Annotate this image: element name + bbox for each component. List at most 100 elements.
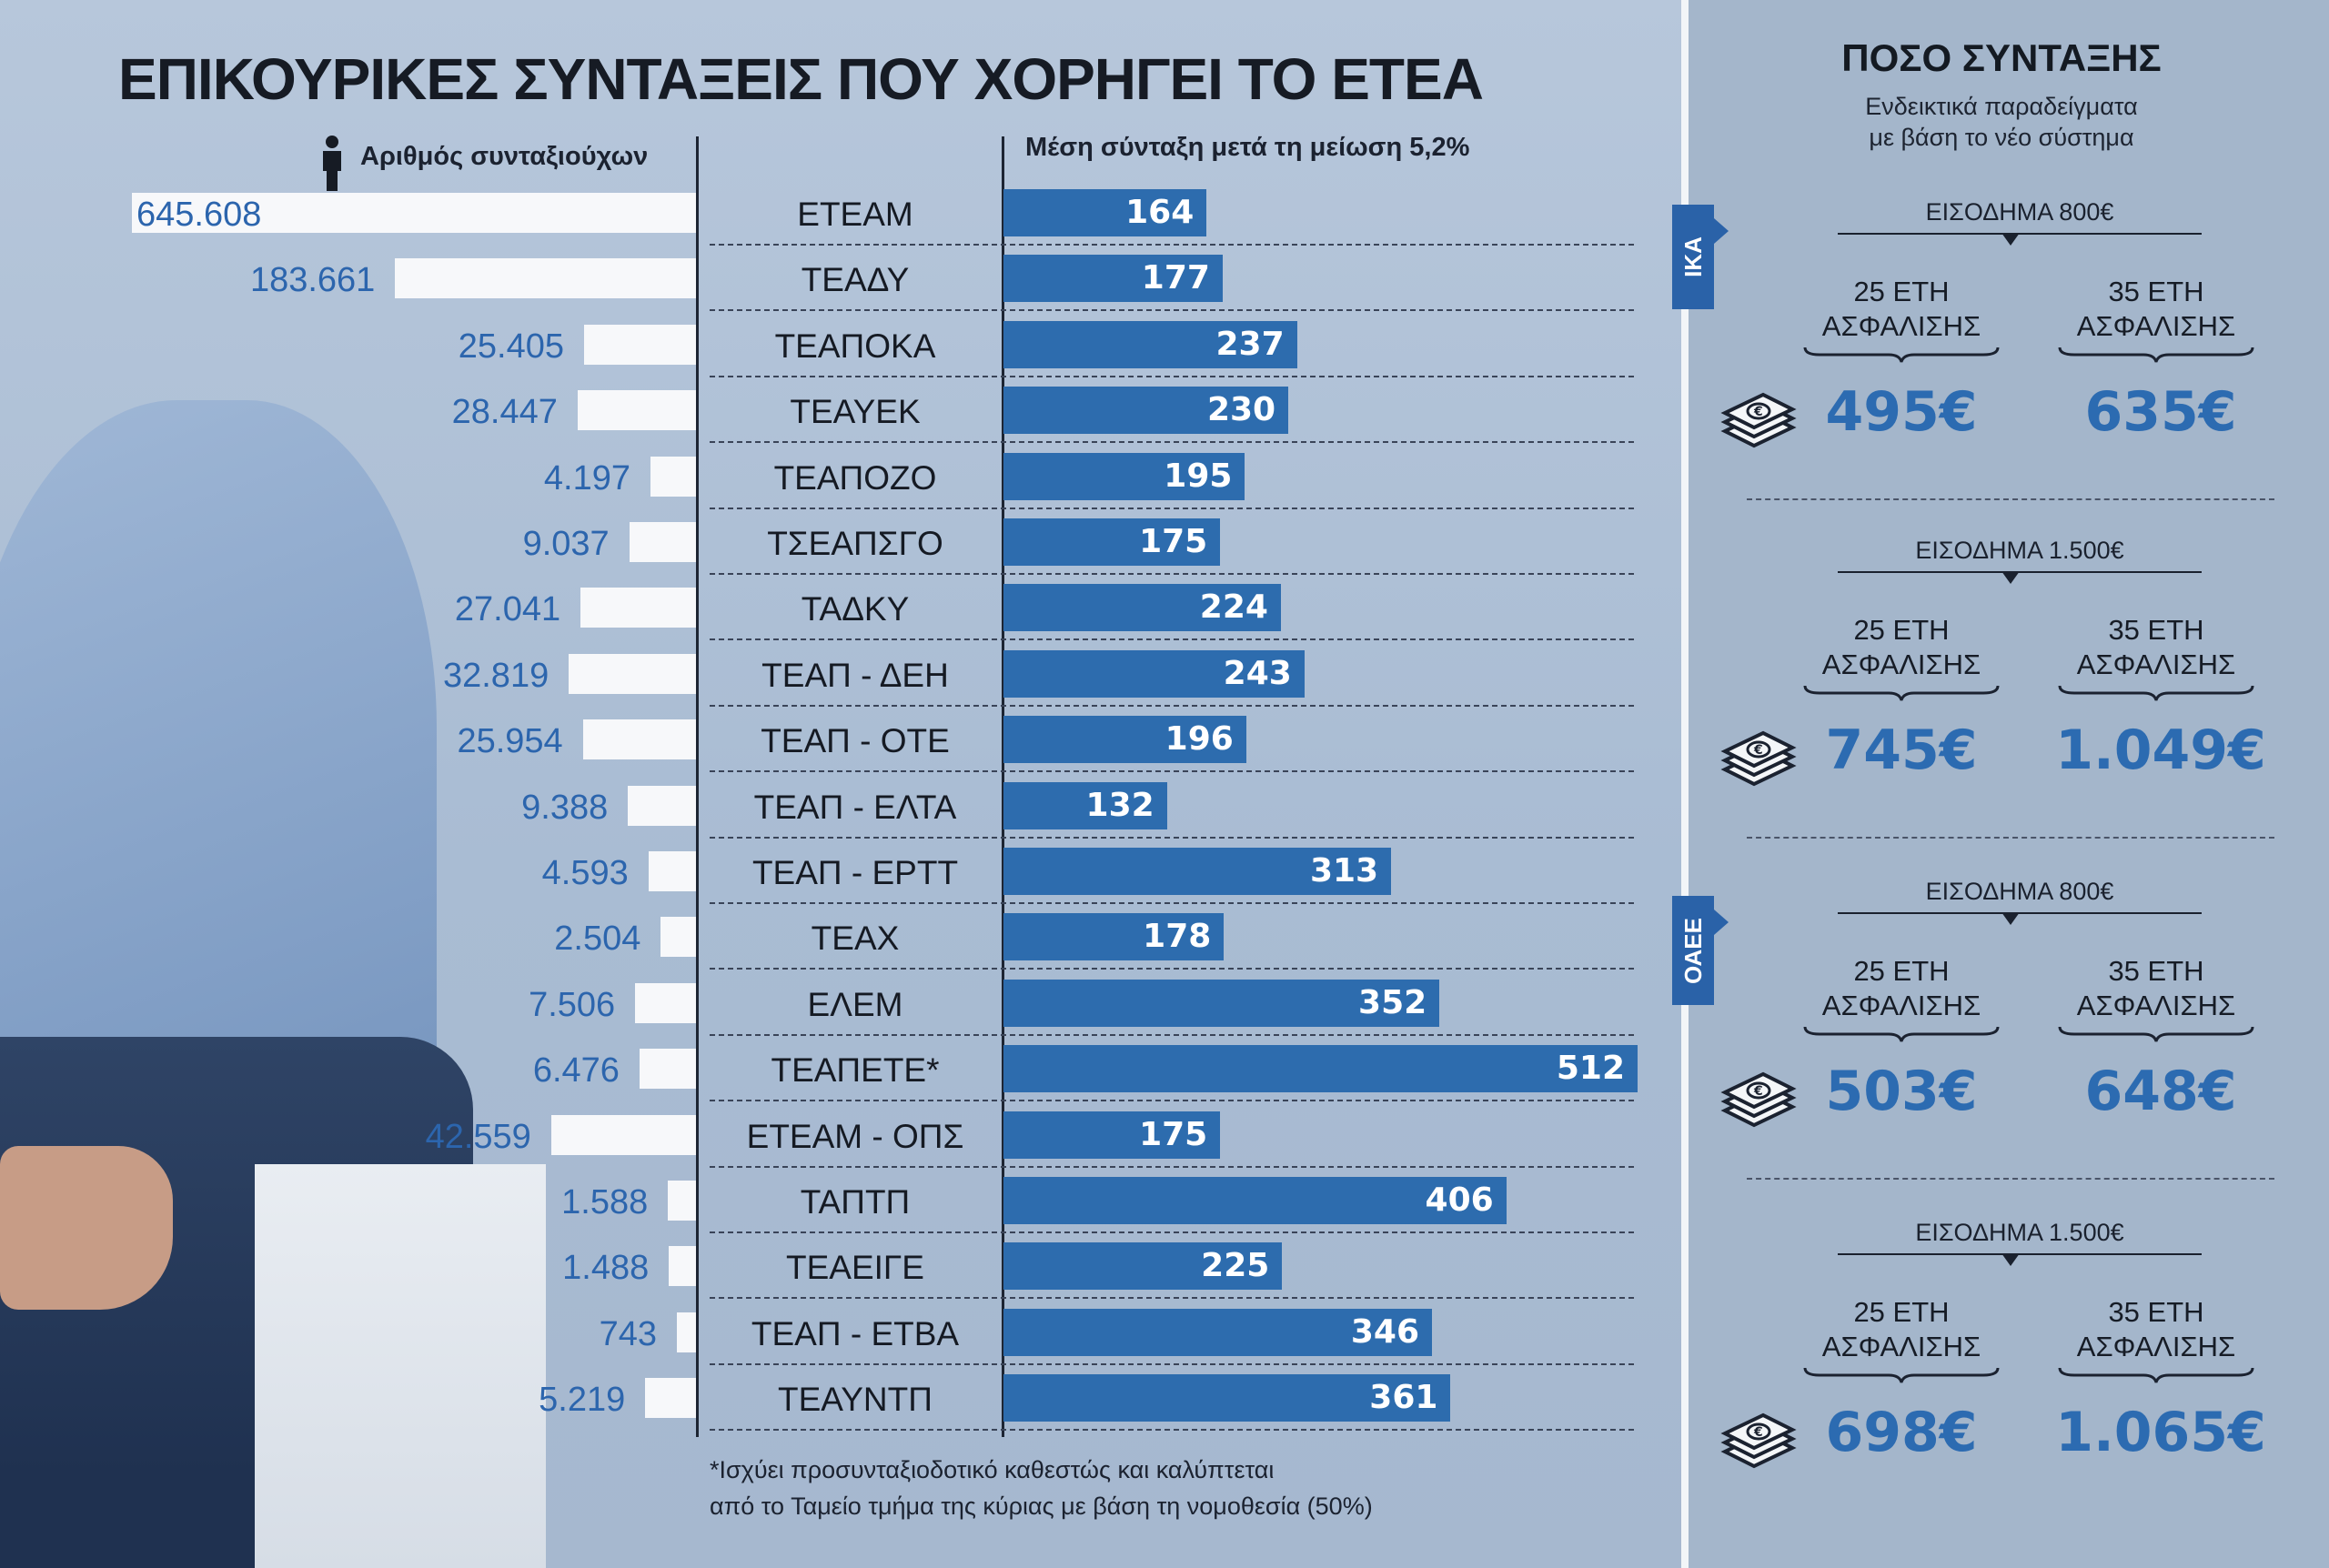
count-bar (577, 390, 696, 431)
left-brace (1801, 684, 2001, 702)
pension-bar: 512 (1003, 1045, 1638, 1093)
right-brace (2056, 346, 2256, 364)
row-separator (710, 1362, 1634, 1365)
row-separator (710, 770, 1634, 773)
count-label: 6.476 (532, 1051, 620, 1091)
pension-value-label: 164 (1125, 194, 1195, 231)
chart-row: 42.559 ΕΤΕΑΜ - ΟΠΣ 175 (0, 1104, 1638, 1170)
row-separator (710, 573, 1634, 575)
right-insurance: ΑΣΦΑΛΙΣΗΣ (2076, 310, 2236, 342)
money-stack-icon: € (1719, 719, 1798, 797)
fund-name: ΤΕΑΥΕΚ (790, 393, 921, 431)
right-insurance: ΑΣΦΑΛΙΣΗΣ (2076, 1331, 2236, 1362)
chart-row: 4.593 ΤΕΑΠ - ΕΡΤΤ 313 (0, 840, 1638, 906)
tab-ika-pointer (1714, 218, 1729, 244)
pension-value-label: 352 (1358, 983, 1427, 1021)
pension-cell: 346 (1003, 1302, 1640, 1367)
chart-row: 2.504 ΤΕΑΧ 178 (0, 906, 1638, 971)
count-bar (650, 456, 696, 497)
footnote-line-1: *Ισχύει προσυνταξιοδοτικό καθεστώς και κ… (710, 1456, 1275, 1483)
pension-value-label: 177 (1141, 259, 1210, 297)
headline: ΕΠΙΚΟΥΡΙΚΕΣ ΣΥΝΤΑΞΕΙΣ ΠΟΥ ΧΟΡΗΓΕΙ ΤΟ ΕΤΕ… (118, 46, 1484, 112)
fund-name: ΤΕΑΠ - ΟΤΕ (761, 722, 950, 760)
fund-name: ΤΕΑΠΕΤΕ* (771, 1051, 940, 1090)
fund-name: ΤΕΑΠ - ΔΕΗ (761, 656, 949, 694)
right-years: 35 ΕΤΗ (2108, 955, 2204, 987)
count-bar (569, 653, 696, 694)
svg-text:€: € (1753, 405, 1763, 419)
pension-value-label: 132 (1085, 786, 1154, 824)
right-insurance: ΑΣΦΑΛΙΣΗΣ (2076, 648, 2236, 680)
chart-row: 1.588 ΤΑΠΤΠ 406 (0, 1170, 1638, 1235)
left-years-label: 25 ΕΤΗ ΑΣΦΑΛΙΣΗΣ (1792, 1295, 2011, 1364)
pension-bar: 132 (1003, 781, 1167, 829)
chart-row: 7.506 ΕΛΕΜ 352 (0, 972, 1638, 1038)
pension-value-label: 175 (1139, 1115, 1208, 1153)
pension-bar: 175 (1003, 518, 1221, 566)
count-cell: 2.504 (0, 906, 696, 971)
count-cell: 25.405 (0, 314, 696, 379)
svg-text:€: € (1753, 1425, 1763, 1440)
count-label: 4.593 (541, 854, 629, 892)
side-panel-background (1685, 0, 2329, 1568)
right-divider (1002, 136, 1004, 1437)
fund-name: ΕΤΕΑΜ (797, 196, 913, 233)
pension-bar: 225 (1003, 1242, 1283, 1291)
count-label: 4.197 (543, 458, 631, 498)
chart-row: 5.219 ΤΕΑΥΝΤΠ 361 (0, 1367, 1638, 1432)
left-amount: 503€ (1825, 1060, 1978, 1123)
count-label: 183.661 (249, 261, 376, 300)
background-cushion (255, 1164, 546, 1568)
count-cell: 25.954 (0, 709, 696, 774)
income-pointer (2001, 571, 2020, 584)
pension-column-header: Μέση σύνταξη μετά τη μείωση 5,2% (1025, 133, 1470, 162)
right-brace (2056, 1366, 2256, 1384)
pension-cell: 361 (1003, 1367, 1640, 1432)
count-cell: 1.588 (0, 1170, 696, 1235)
svg-text:€: € (1753, 743, 1763, 758)
count-column-header: Αριθμός συνταξιούχων (360, 142, 649, 171)
pension-value-label: 225 (1201, 1247, 1270, 1285)
pension-cell: 225 (1003, 1235, 1640, 1301)
pension-bar: 196 (1003, 716, 1246, 764)
background-hand (0, 1146, 173, 1310)
right-years-label: 35 ΕΤΗ ΑΣΦΑΛΙΣΗΣ (2047, 1295, 2265, 1364)
row-separator (710, 441, 1634, 444)
left-insurance: ΑΣΦΑΛΙΣΗΣ (1821, 648, 1981, 680)
pension-cell: 512 (1003, 1038, 1640, 1103)
pension-value-label: 196 (1164, 720, 1234, 759)
income-underline (1838, 912, 2202, 914)
count-bar (628, 785, 696, 826)
chart-row: 27.041 ΤΑΔΚΥ 224 (0, 577, 1638, 642)
left-insurance: ΑΣΦΑΛΙΣΗΣ (1821, 1331, 1981, 1362)
count-bar (639, 1049, 696, 1090)
fund-name: ΤΣΕΑΠΣΓΟ (767, 525, 943, 562)
left-years: 25 ΕΤΗ (1853, 276, 1950, 307)
tab-ika-label: ΙΚΑ (1679, 236, 1707, 277)
left-amount: 698€ (1825, 1401, 1978, 1464)
chart-row: 32.819 ΤΕΑΠ - ΔΕΗ 243 (0, 643, 1638, 709)
chart-row: 25.405 ΤΕΑΠΟΚΑ 237 (0, 314, 1638, 379)
pension-bar: 361 (1003, 1374, 1451, 1422)
tab-oaee-pointer (1714, 910, 1729, 935)
income-pointer (2001, 1253, 2020, 1266)
fund-name: ΕΤΕΑΜ - ΟΠΣ (746, 1117, 964, 1155)
count-cell: 28.447 (0, 379, 696, 445)
left-divider (696, 136, 699, 1437)
pension-value-label: 178 (1143, 918, 1212, 956)
row-separator (710, 309, 1634, 312)
fund-name: ΤΕΑΕΙΓΕ (786, 1249, 924, 1287)
count-label: 645.608 (136, 196, 262, 234)
row-separator (710, 836, 1634, 839)
side-subtitle-line-2: με βάση το νέο σύστημα (1869, 124, 2134, 151)
pension-example-block: ΕΙΣΟΔΗΜΑ 1.500€ 25 ΕΤΗ ΑΣΦΑΛΙΣΗΣ 35 ΕΤΗ ΑΣΦΑ… (1720, 1219, 2293, 1546)
right-amount: 1.065€ (2055, 1401, 2266, 1464)
person-icon (323, 136, 341, 191)
pension-bar: 406 (1003, 1177, 1507, 1224)
fund-name: ΤΕΑΔΥ (801, 261, 910, 299)
count-cell: 6.476 (0, 1038, 696, 1103)
left-amount: 745€ (1825, 719, 1978, 782)
count-cell: 27.041 (0, 577, 696, 642)
count-bar (668, 1181, 696, 1221)
